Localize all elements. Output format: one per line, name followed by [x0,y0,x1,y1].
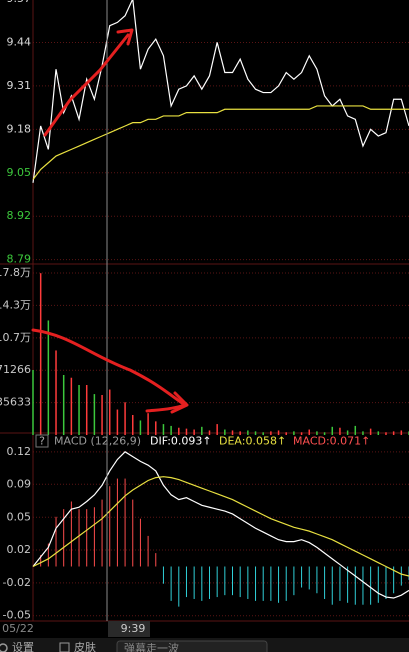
volume-bar [377,431,380,435]
y-tick-label: 14.3万 [0,298,31,311]
y-tick-label: 0.05 [7,510,32,523]
y-tick-label: -0.05 [3,609,31,622]
volume-bar [323,432,326,435]
cursor-time-box [108,621,150,637]
volume-bar [331,426,334,435]
volume-bar [369,428,372,435]
volume-bar [231,430,234,435]
volume-bar [346,430,349,435]
y-tick-label: 9.05 [7,166,32,179]
skin-button[interactable]: 皮肤 [74,640,96,652]
arrow-head [170,391,189,414]
date-label: 05/22 [2,622,34,635]
volume-bar [170,425,172,435]
volume-bar [178,427,180,435]
plot-layer: 8.79 8.92 9.05 9.18 9.31 9.44 9.57 35633 71266 10… [0,0,409,622]
y-tick-label: 10.7万 [0,331,31,344]
settings-button[interactable]: 设置 [12,641,34,652]
volume-bar [32,370,34,435]
volume-bar [116,409,119,435]
volume-bar [262,432,264,435]
danmaku-placeholder[interactable]: 弹幕走一波 [124,641,179,652]
indicator-readout: MACD:0.071↑ [293,435,370,448]
volume-bar [362,431,364,435]
volume-bar [239,431,241,435]
volume-bar [392,431,395,435]
y-tick-label: 17.8万 [0,266,31,279]
volume-bar [193,429,195,435]
volume-bar [277,430,280,435]
cursor-time: 9:39 [121,622,146,635]
volume-bar [70,377,73,435]
volume-bar [155,421,157,435]
volume-bar [62,375,65,435]
help-icon[interactable] [35,434,49,448]
volume-bar [85,385,88,435]
volume-bar [254,431,257,435]
settings-icon[interactable] [0,643,8,652]
y-tick-label: -0.02 [3,576,31,589]
annotation-arrows [31,28,189,414]
volume-bar [208,430,211,435]
volume-bar [139,420,142,435]
y-tick-label: 8.79 [7,253,32,266]
volume-bar [308,429,310,435]
volume-bar [39,273,42,435]
volume-bar [300,432,303,435]
volume-bar [201,426,203,435]
volume-bar [316,431,318,435]
y-tick-label: 8.92 [7,209,32,222]
dif-line [32,451,409,599]
indicator-readout: DIF:0.093↑ [150,435,212,448]
volume-bar [47,320,50,435]
y-tick-label: 0.12 [7,445,32,458]
y-tick-label: 0.02 [7,543,32,556]
volume-bar [339,427,341,435]
volume-bar [354,425,357,435]
volume-bar [224,429,226,435]
volume-bar [270,431,272,435]
volume-bar [147,413,149,435]
price-line [32,0,409,183]
volume-bar [216,424,218,435]
skin-icon[interactable] [59,642,70,652]
y-tick-label: 0.09 [7,477,32,490]
indicator-title: MACD (12,26,9) [54,435,141,448]
volume-bar [400,430,403,435]
y-tick-label: 9.57 [7,0,32,5]
volume-bar [185,428,188,435]
volume-bar [108,389,111,435]
danmaku-input[interactable] [116,640,268,652]
volume-bar [385,432,387,435]
volume-bar [101,395,103,435]
help-icon-text[interactable]: ? [39,435,45,448]
average-line [32,105,409,180]
annotation-arrow [31,328,189,413]
volume-bar [93,394,96,435]
volume-bar [78,385,80,435]
y-tick-label: 9.44 [7,35,32,48]
y-tick-label: 9.31 [7,79,32,92]
arrow-head [116,28,134,46]
volume-bar [55,350,57,435]
y-tick-label: 35633 [0,396,31,409]
volume-bar [247,430,249,435]
volume-bar [124,402,126,435]
y-tick-label: 9.18 [7,122,32,135]
indicator-readout: DEA:0.058↑ [219,435,286,448]
dea-line [32,476,409,577]
volume-bar [132,415,134,435]
volume-bar [162,424,165,435]
volume-bar [285,432,287,435]
y-tick-label: 71266 [0,363,31,376]
annotation-arrow [43,33,130,137]
volume-bar [293,431,295,435]
